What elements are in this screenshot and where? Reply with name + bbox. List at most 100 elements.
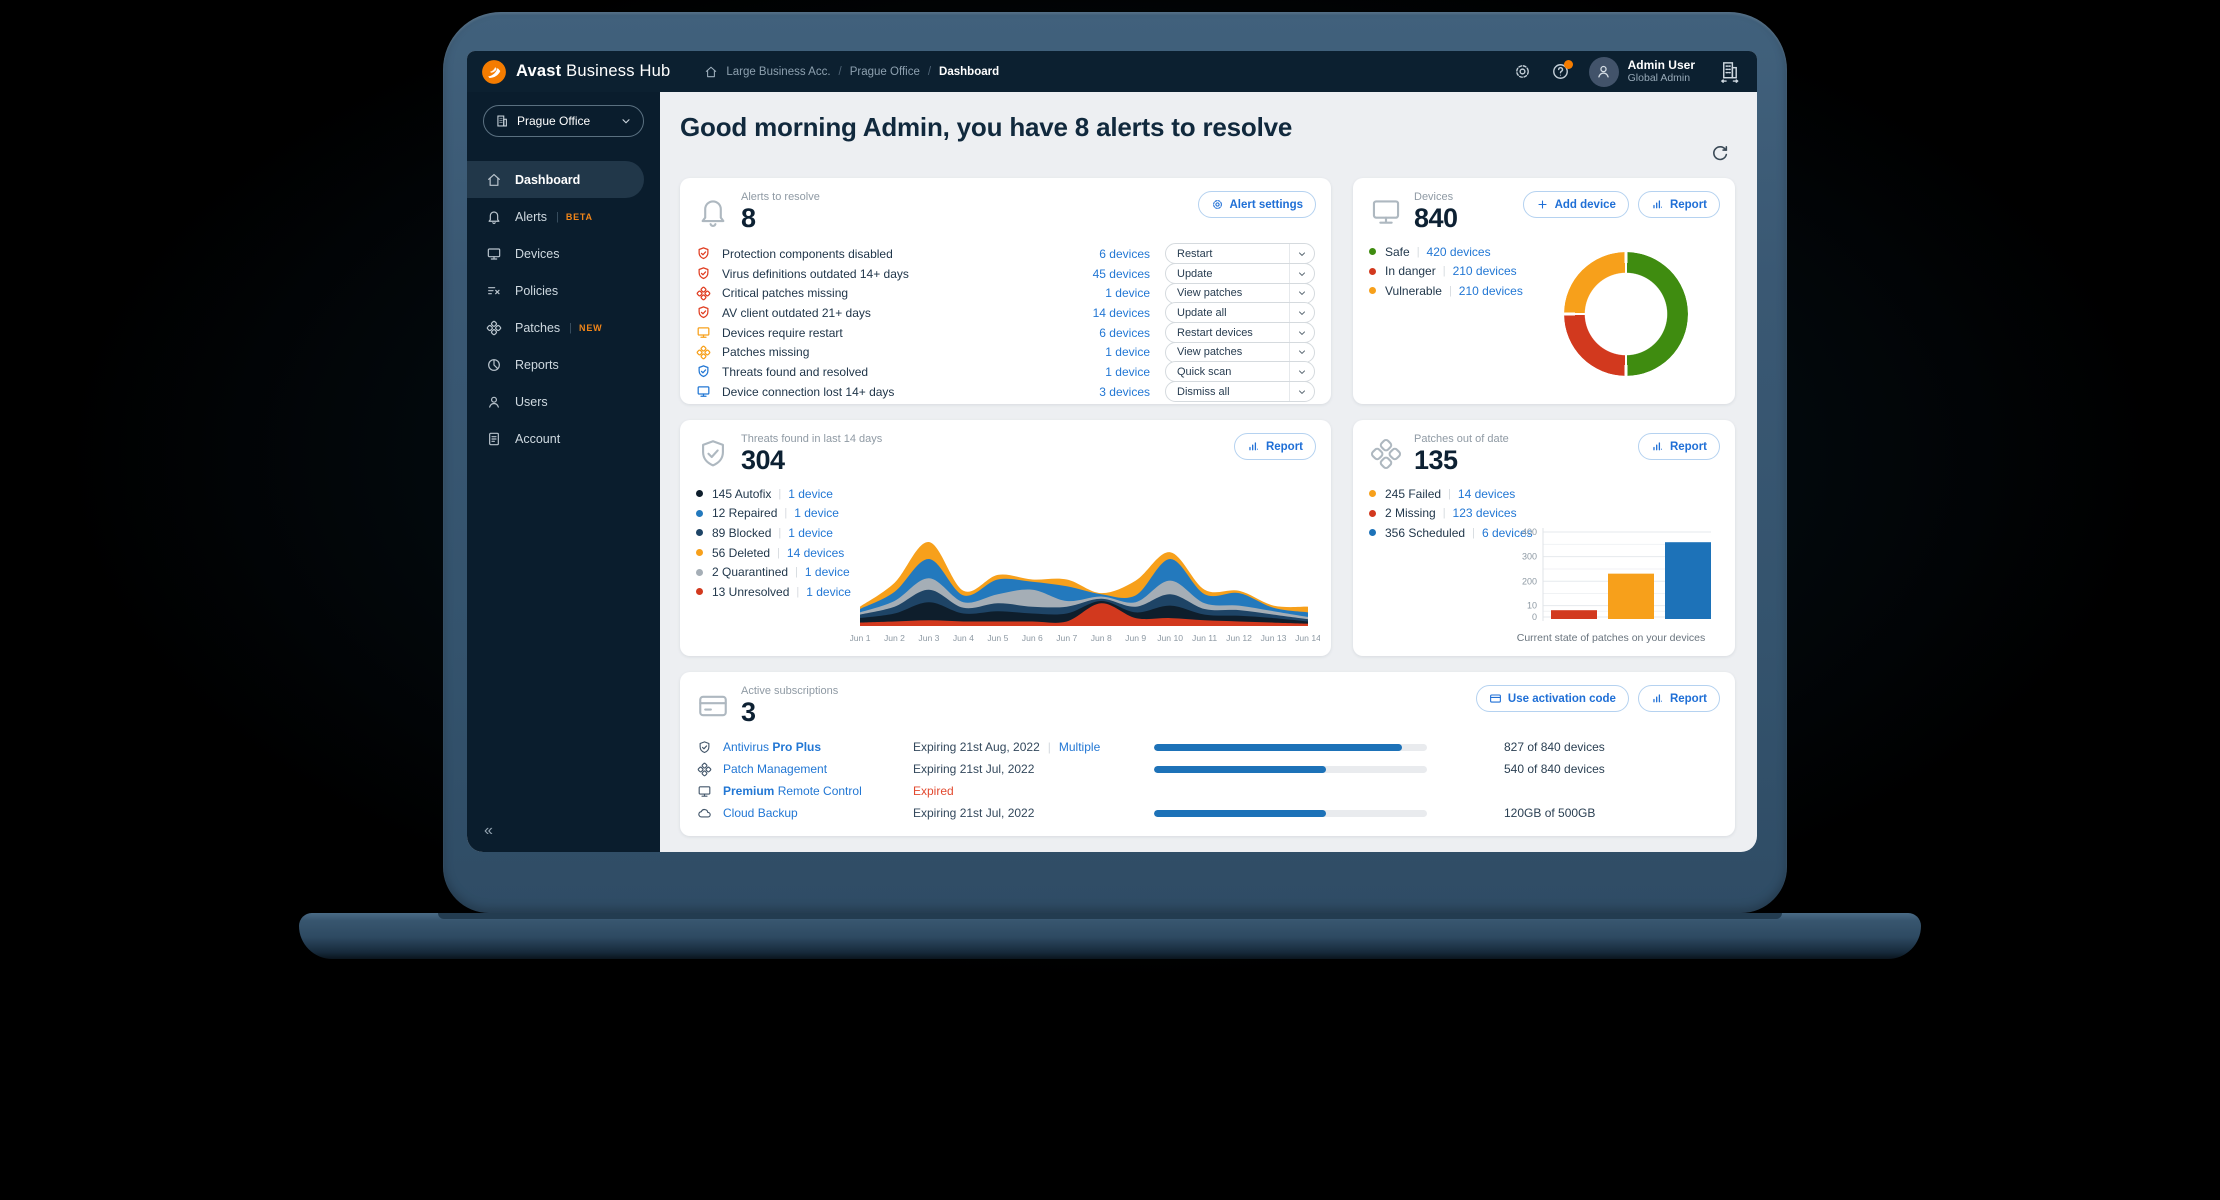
legend-divider: | <box>778 526 782 539</box>
legend-devices-link[interactable]: 1 device <box>804 565 850 580</box>
legend-devices-link[interactable]: 210 devices <box>1458 283 1523 298</box>
x-axis-tick-label: Jun 10 <box>1157 633 1183 643</box>
shield-check-icon <box>696 266 711 281</box>
sidebar-item-devices[interactable]: Devices <box>467 235 644 272</box>
help-icon[interactable] <box>1551 60 1573 81</box>
alert-action-label: Update <box>1177 267 1213 280</box>
breadcrumb-item[interactable]: Large Business Acc. <box>726 65 831 78</box>
add-device-button[interactable]: Add device <box>1522 191 1629 218</box>
chevron-down-icon <box>1289 264 1314 284</box>
sidebar-item-alerts[interactable]: Alerts | BETA <box>467 198 644 235</box>
alert-devices-link[interactable]: 6 devices <box>1099 325 1150 340</box>
company-switcher-icon[interactable] <box>1718 60 1741 83</box>
refresh-icon[interactable] <box>1710 144 1730 164</box>
monitor-icon <box>696 325 711 340</box>
devices-card: Devices 840 Add device <box>1353 178 1735 404</box>
bar-chart-icon <box>1653 694 1662 703</box>
legend-divider: | <box>784 507 788 520</box>
legend-item: 13 Unresolved | 1 device <box>696 582 1315 602</box>
legend-devices-link[interactable]: 1 device <box>788 525 833 540</box>
x-axis-tick-label: Jun 1 <box>850 633 871 643</box>
breadcrumb-item[interactable]: Prague Office <box>849 65 920 78</box>
subscription-name-link[interactable]: Antivirus Pro Plus <box>723 740 822 754</box>
brand: Avast Business Hub <box>481 59 670 85</box>
subscription-name-link[interactable]: Cloud Backup <box>723 806 798 820</box>
use-activation-code-button[interactable]: Use activation code <box>1475 685 1629 712</box>
subscriptions-report-button[interactable]: Report <box>1637 685 1720 712</box>
threats-report-button[interactable]: Report <box>1233 433 1316 460</box>
sidebar-item-dashboard[interactable]: Dashboard <box>467 161 644 198</box>
devices-count: 840 <box>1414 203 1458 233</box>
y-axis-tick-label: 300 <box>1522 552 1537 562</box>
alert-row: Virus definitions outdated 14+ days 45 de… <box>696 263 1315 285</box>
x-axis-tick-label: Jun 14 <box>1295 633 1320 643</box>
subscription-row: Antivirus Pro Plus Expiring 21st Aug, 202… <box>697 736 1719 758</box>
alert-action-dropdown[interactable]: View patches <box>1165 282 1315 304</box>
alert-action-dropdown[interactable]: Quick scan <box>1165 361 1315 383</box>
legend-devices-link[interactable]: 420 devices <box>1426 244 1491 259</box>
avatar <box>1588 56 1619 87</box>
sidebar-item-users[interactable]: Users <box>467 383 644 420</box>
alert-action-dropdown[interactable]: View patches <box>1165 341 1315 363</box>
alert-action-label: Restart <box>1177 247 1213 260</box>
alert-action-label: Quick scan <box>1177 365 1232 378</box>
alert-action-dropdown[interactable]: Update <box>1165 263 1315 285</box>
sidebar-item-patches[interactable]: Patches | NEW <box>467 309 644 346</box>
legend-devices-link[interactable]: 1 device <box>788 486 833 501</box>
alert-row: Protection components disabled 6 devices R… <box>696 243 1315 265</box>
alert-action-dropdown[interactable]: Update all <box>1165 302 1315 324</box>
alert-devices-link[interactable]: 1 device <box>1105 345 1150 360</box>
legend-item: 2 Missing | 123 devices <box>1369 504 1719 524</box>
sidebar-item-reports[interactable]: Reports <box>467 346 644 383</box>
alert-devices-link[interactable]: 6 devices <box>1099 246 1150 261</box>
bell-icon <box>486 209 502 225</box>
alert-label: Threats found and resolved <box>722 364 869 379</box>
user-menu[interactable]: Admin User Global Admin <box>1588 56 1695 87</box>
subscription-expiry: Expired <box>913 784 954 798</box>
alert-row: Patches missing 1 device View patches <box>696 341 1315 363</box>
alert-devices-link[interactable]: 14 devices <box>1092 305 1150 320</box>
patches-report-button[interactable]: Report <box>1637 433 1720 460</box>
shield-check-icon <box>696 246 711 261</box>
legend-label: 356 Scheduled <box>1385 525 1466 540</box>
alert-devices-link[interactable]: 1 device <box>1105 364 1150 379</box>
chevron-down-icon <box>622 119 630 124</box>
settings-gear-icon[interactable] <box>1513 62 1532 81</box>
sidebar-collapse-toggle[interactable]: « <box>484 822 493 839</box>
subscription-usage: 540 of 840 devices <box>1504 762 1605 776</box>
alert-devices-link[interactable]: 45 devices <box>1092 266 1150 281</box>
legend-devices-link[interactable]: 210 devices <box>1452 264 1517 279</box>
legend-devices-link[interactable]: 1 device <box>794 506 839 521</box>
sidebar-item-label: Policies <box>515 283 559 298</box>
legend-label: 2 Missing <box>1385 506 1436 521</box>
legend-devices-link[interactable]: 6 devices <box>1481 525 1533 540</box>
home-icon[interactable] <box>704 65 718 79</box>
sidebar-item-account[interactable]: Account <box>467 420 644 457</box>
legend-devices-link[interactable]: 14 devices <box>1457 486 1516 501</box>
alert-row: Critical patches missing 1 device View pat… <box>696 282 1315 304</box>
alert-settings-button[interactable]: Alert settings <box>1197 191 1316 218</box>
alert-devices-link[interactable]: 3 devices <box>1099 384 1150 399</box>
legend-dot <box>696 529 703 537</box>
devices-report-button[interactable]: Report <box>1637 191 1720 218</box>
legend-divider: | <box>796 585 800 598</box>
alert-action-dropdown[interactable]: Restart devices <box>1165 322 1315 344</box>
legend-dot <box>696 588 703 596</box>
legend-devices-link[interactable]: 14 devices <box>786 545 845 560</box>
sidebar-item-policies[interactable]: Policies <box>467 272 644 309</box>
chevron-down-icon <box>1289 244 1314 264</box>
subscription-multiple-link[interactable]: Multiple <box>1058 740 1101 754</box>
legend-divider: | <box>777 546 780 559</box>
legend-devices-link[interactable]: 1 device <box>806 584 851 599</box>
subscription-name-link[interactable]: Premium Remote Control <box>723 784 862 798</box>
legend-devices-link[interactable]: 123 devices <box>1452 506 1517 521</box>
subscription-row: Cloud Backup Expiring 21st Jul, 2022 120GB… <box>697 802 1719 824</box>
alert-action-dropdown[interactable]: Dismiss all <box>1165 381 1315 403</box>
legend-label: 89 Blocked <box>712 525 772 540</box>
site-selector[interactable]: Prague Office <box>483 105 644 137</box>
bar-chart-icon <box>1249 442 1258 451</box>
alert-devices-link[interactable]: 1 device <box>1105 286 1150 301</box>
subscription-name-link[interactable]: Patch Management <box>723 762 828 776</box>
alert-action-dropdown[interactable]: Restart <box>1165 243 1315 265</box>
breadcrumb-separator: / <box>838 65 842 78</box>
